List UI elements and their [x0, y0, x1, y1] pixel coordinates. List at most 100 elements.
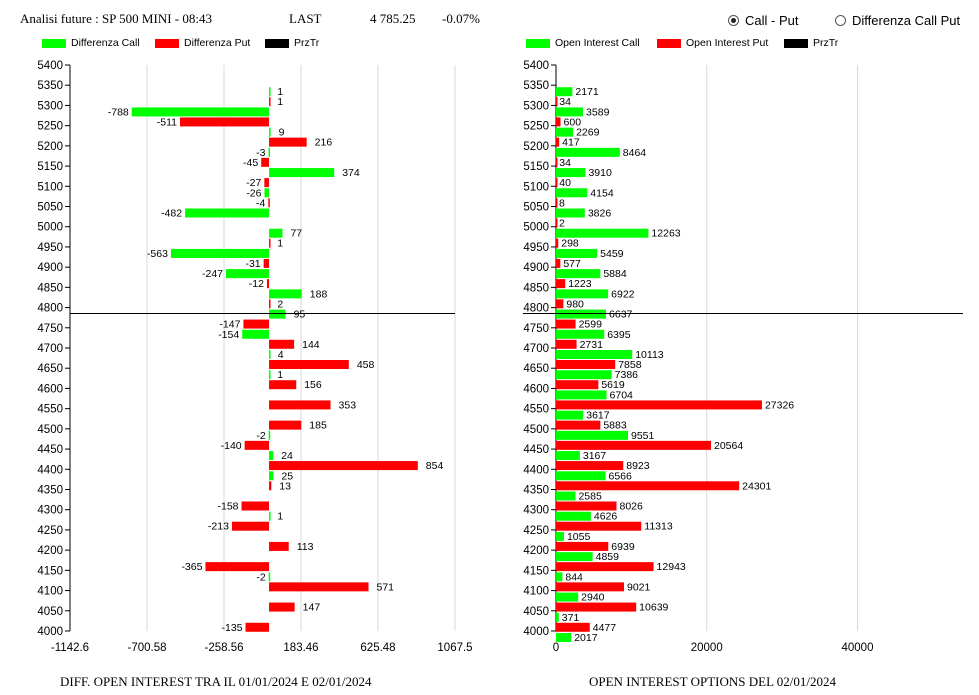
call-bar: [131, 107, 270, 117]
bar-value-label: 12943: [657, 561, 686, 573]
bar-value-label: 13: [279, 480, 291, 492]
put-bar: [556, 622, 590, 632]
call-bar: [556, 127, 574, 137]
bar-value-label: 4859: [596, 551, 620, 563]
bar-value-label: 6637: [609, 309, 633, 321]
bar-value-label: 298: [561, 238, 579, 250]
y-tick-label: 4300: [37, 505, 63, 517]
bar-value-label: 600: [564, 116, 582, 128]
put-bar: [556, 420, 601, 430]
put-bar: [556, 279, 566, 289]
bar-value-label: -158: [218, 500, 239, 512]
x-tick-label: -700.58: [127, 642, 166, 654]
call-bar: [556, 430, 628, 440]
y-tick-label: 4200: [523, 545, 549, 557]
legend-differenza-call: Differenza Call: [42, 37, 140, 49]
put-bar: [556, 137, 560, 147]
y-tick-label: 4950: [523, 242, 549, 254]
y-tick-label: 4000: [37, 626, 63, 638]
call-bar: [556, 471, 606, 481]
y-tick-label: 4700: [37, 343, 63, 355]
legend-label: Differenza Call: [71, 37, 140, 49]
radio-call-put-label: Call - Put: [745, 13, 799, 28]
put-bar: [556, 481, 740, 491]
put-bar: [269, 97, 271, 107]
bar-value-label: 5459: [600, 248, 624, 260]
bar-value-label: 188: [310, 288, 328, 300]
legend-przttr-right: PrzTr: [784, 37, 838, 49]
put-bar: [556, 541, 609, 551]
bar-value-label: -31: [245, 258, 260, 270]
bar-value-label: 2269: [576, 127, 600, 139]
call-bar: [556, 531, 564, 541]
y-tick-label: 5400: [37, 60, 63, 72]
bar-value-label: -788: [108, 106, 129, 118]
bar-value-label: 156: [304, 379, 322, 391]
bar-value-label: 371: [562, 612, 580, 624]
bar-value-label: 2171: [575, 86, 599, 98]
x-tick-label: 20000: [691, 642, 723, 654]
bar-value-label: -154: [218, 329, 239, 341]
bar-value-label: -365: [181, 561, 202, 573]
bar-value-label: 2017: [574, 632, 598, 644]
bar-value-label: 185: [309, 420, 327, 432]
put-bar: [556, 97, 558, 107]
radio-selected-icon[interactable]: [728, 15, 739, 26]
bar-value-label: 2940: [581, 592, 605, 604]
bar-value-label: 4477: [593, 622, 617, 634]
put-bar: [556, 299, 564, 309]
y-tick-label: 5400: [523, 60, 549, 72]
put-bar: [556, 562, 654, 572]
put-bar: [245, 622, 270, 632]
bar-value-label: 1: [277, 369, 283, 381]
y-tick-label: 4800: [37, 303, 63, 315]
chart-title: Analisi future : SP 500 MINI - 08:43: [20, 11, 212, 26]
radio-call-put[interactable]: Call - Put: [728, 13, 798, 28]
y-tick-label: 4250: [37, 525, 63, 537]
put-bar: [244, 440, 270, 450]
y-tick-label: 4800: [523, 303, 549, 315]
bar-value-label: 374: [342, 167, 360, 179]
y-tick-label: 4200: [37, 545, 63, 557]
bar-value-label: 6922: [611, 288, 635, 300]
y-tick-label: 5150: [37, 161, 63, 173]
put-bar: [556, 218, 558, 228]
legend-swatch-call: [42, 38, 66, 48]
bar-value-label: 2: [559, 217, 565, 229]
y-tick-label: 5150: [523, 161, 549, 173]
radio-unselected-icon[interactable]: [835, 15, 846, 26]
bar-value-label: 5883: [603, 420, 627, 432]
call-bar: [556, 107, 584, 117]
y-tick-label: 4550: [523, 404, 549, 416]
bar-value-label: 24: [281, 450, 293, 462]
bar-value-label: -140: [221, 440, 242, 452]
put-bar: [556, 521, 642, 531]
legend-swatch-price: [784, 38, 808, 48]
call-bar: [556, 451, 580, 461]
bar-value-label: -147: [219, 319, 240, 331]
bar-value-label: -26: [246, 187, 261, 199]
bar-value-label: 10639: [639, 602, 668, 614]
y-tick-label: 5050: [37, 201, 63, 213]
radio-differenza-call-put[interactable]: Differenza Call Put: [835, 13, 960, 28]
call-bar: [556, 309, 607, 319]
y-tick-label: 4450: [37, 444, 63, 456]
bar-value-label: -2: [256, 571, 265, 583]
put-bar: [269, 339, 295, 349]
y-tick-label: 5000: [523, 222, 549, 234]
y-tick-label: 4550: [37, 404, 63, 416]
call-bar: [269, 127, 271, 137]
call-bar: [269, 511, 271, 521]
put-bar: [269, 299, 271, 309]
bar-value-label: 4: [278, 349, 284, 361]
x-tick-label: 183.46: [283, 642, 318, 654]
bar-value-label: 20564: [714, 440, 743, 452]
bar-value-label: 3167: [583, 450, 607, 462]
call-bar: [556, 390, 607, 400]
legend-label: Open Interest Put: [686, 37, 769, 49]
y-tick-label: 4250: [523, 525, 549, 537]
call-bar: [556, 632, 572, 642]
bar-value-label: 3589: [586, 106, 610, 118]
y-tick-label: 4850: [523, 282, 549, 294]
